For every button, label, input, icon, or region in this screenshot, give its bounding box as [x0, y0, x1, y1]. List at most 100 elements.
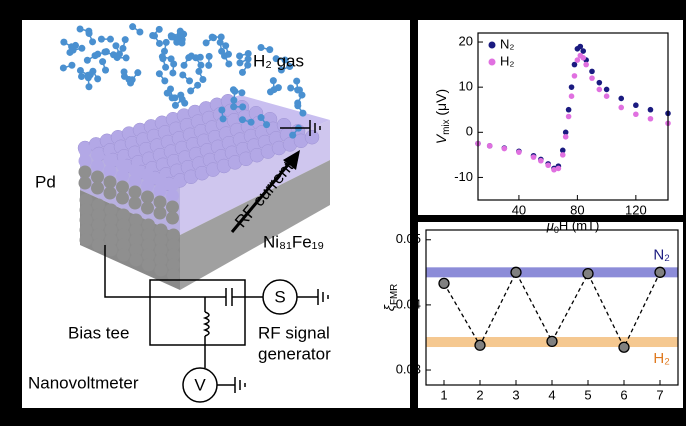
axis-unit: (μV)	[433, 89, 449, 120]
point	[562, 129, 569, 136]
atom	[84, 74, 92, 82]
atom	[116, 169, 129, 183]
atom	[85, 83, 93, 91]
point	[580, 48, 587, 54]
point	[618, 104, 625, 111]
atom	[166, 211, 179, 225]
atom	[106, 35, 114, 43]
x-tick-label: 3	[512, 387, 519, 402]
atom	[91, 159, 104, 173]
point	[545, 162, 551, 169]
x-tick-label: 5	[584, 387, 591, 402]
gas-label: H₂ gas	[253, 51, 304, 70]
nife-front	[180, 160, 330, 290]
point	[562, 134, 569, 140]
atom	[178, 95, 186, 103]
atom	[129, 253, 143, 267]
point	[551, 166, 557, 173]
atom	[304, 129, 320, 145]
point	[596, 86, 603, 93]
point	[571, 73, 578, 79]
atom	[154, 263, 168, 277]
atom	[102, 66, 110, 74]
atom	[187, 87, 195, 95]
atom	[166, 178, 179, 192]
atom	[167, 228, 180, 242]
atom	[266, 46, 274, 54]
atom	[294, 102, 302, 110]
point	[603, 93, 610, 99]
atom	[85, 30, 93, 38]
current-arrow	[230, 159, 294, 233]
atom	[167, 248, 180, 262]
voltmeter-label: Nanovoltmeter	[28, 373, 139, 392]
atom	[281, 56, 289, 64]
atom	[115, 50, 123, 58]
atom	[202, 39, 210, 47]
atom	[78, 176, 92, 190]
atom	[154, 233, 168, 247]
atom	[92, 218, 105, 232]
atom	[222, 42, 230, 50]
atom	[103, 186, 117, 200]
atom	[244, 61, 252, 69]
atom	[103, 164, 117, 178]
atom	[116, 158, 129, 172]
atom	[166, 189, 179, 203]
atom	[218, 106, 226, 114]
atom	[238, 89, 246, 97]
circuit	[104, 120, 329, 403]
atom	[79, 233, 93, 247]
atom	[179, 71, 187, 79]
axis-label: Vmix (μV)	[433, 89, 452, 144]
y-tick-label: 10	[459, 79, 473, 94]
atom	[266, 88, 274, 96]
atom	[101, 48, 109, 56]
atom	[110, 51, 118, 59]
x-tick-label: 1	[440, 387, 447, 402]
y-tick-label: 20	[459, 33, 473, 48]
y-tick-label: -10	[454, 169, 473, 184]
atom	[141, 168, 154, 182]
atom	[230, 103, 238, 111]
point	[559, 152, 566, 158]
atom	[159, 55, 167, 63]
point	[486, 143, 493, 149]
atom	[78, 72, 86, 80]
point	[618, 341, 630, 353]
atom	[68, 61, 76, 69]
point	[589, 68, 595, 75]
atom	[247, 118, 255, 126]
atom	[293, 77, 301, 85]
atom	[92, 228, 105, 242]
atom	[128, 174, 142, 188]
atom	[141, 179, 154, 193]
atom	[199, 75, 207, 83]
atom	[141, 201, 154, 215]
atom	[244, 49, 252, 57]
atom	[295, 86, 303, 94]
atom	[154, 243, 168, 257]
schematic: H₂ gas Pd RF current Ni₈₁Fe₁₉ Bias tee S…	[28, 23, 331, 403]
atom	[136, 28, 144, 36]
atom	[97, 35, 105, 43]
atom	[99, 58, 107, 66]
atom	[142, 238, 155, 252]
atom	[218, 47, 226, 55]
atom	[219, 115, 227, 123]
atom	[287, 84, 295, 92]
atom	[257, 114, 265, 122]
arrowhead	[283, 150, 300, 170]
atom	[104, 223, 118, 237]
voltmeter-symbol: V	[194, 375, 206, 394]
atom	[169, 69, 177, 77]
atom	[128, 76, 136, 84]
generator-label: generator	[258, 344, 331, 363]
atom	[92, 208, 105, 222]
point	[633, 102, 639, 109]
atom	[257, 44, 265, 52]
atom	[142, 218, 155, 232]
atom	[91, 52, 99, 60]
h2-molecules	[59, 23, 307, 139]
